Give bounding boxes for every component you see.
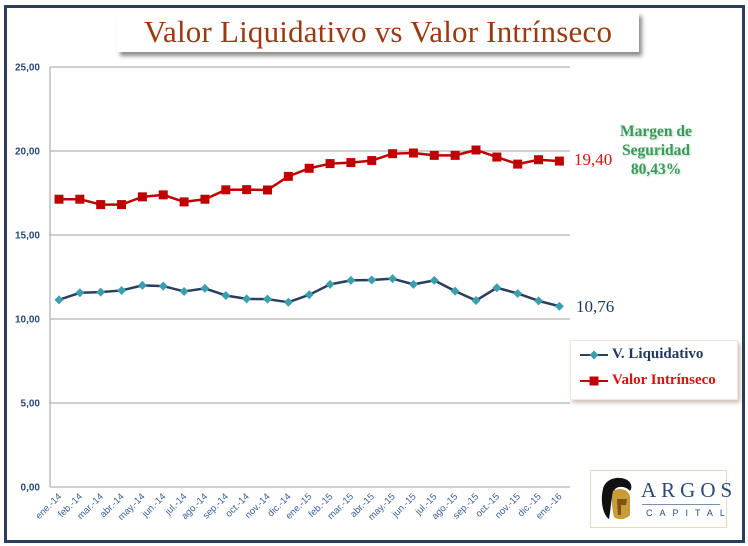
data-point-intrinseco xyxy=(283,171,293,181)
data-point-liquidativo xyxy=(346,275,356,285)
data-point-intrinseco xyxy=(471,145,481,155)
data-point-intrinseco xyxy=(367,156,377,166)
data-point-liquidativo xyxy=(54,295,64,305)
data-point-liquidativo xyxy=(534,296,544,306)
data-point-intrinseco xyxy=(408,148,418,158)
margin-line2: Seguridad xyxy=(621,142,691,159)
legend-label-liquidativo: V. Liquidativo xyxy=(612,346,704,362)
legend-diamond-marker-icon xyxy=(580,350,608,359)
data-point-liquidativo xyxy=(513,288,523,298)
margin-of-safety-annotation: Margen de Seguridad 80,43% xyxy=(598,122,714,179)
legend-label-intrinseco: Valor Intrínseco xyxy=(612,372,716,388)
data-point-liquidativo xyxy=(450,286,460,296)
data-point-liquidativo xyxy=(367,275,377,285)
data-point-liquidativo xyxy=(408,279,418,289)
data-point-liquidativo xyxy=(429,275,439,285)
data-point-liquidativo xyxy=(263,294,272,304)
margin-value: 80,43% xyxy=(630,161,682,178)
data-point-intrinseco xyxy=(179,197,189,207)
gridlines xyxy=(49,66,570,488)
x-tick-label: ene.-14 xyxy=(34,491,65,522)
chart-frame xyxy=(4,5,745,543)
data-point-intrinseco xyxy=(158,190,168,200)
data-point-liquidativo xyxy=(117,285,127,295)
x-axis-ticks: ene.-14feb.-14mar.-14abr.-14may.-14jun.-… xyxy=(34,491,565,523)
y-tick-label: 20,00 xyxy=(15,147,40,158)
data-point-liquidativo xyxy=(325,279,335,289)
data-point-intrinseco xyxy=(554,156,564,166)
end-value-intrinseco: 19,40 xyxy=(574,150,613,169)
data-point-intrinseco xyxy=(96,200,106,210)
argos-capital-logo: ARGOS CAPITAL xyxy=(590,470,732,528)
data-point-intrinseco xyxy=(534,155,544,165)
data-point-intrinseco xyxy=(325,159,335,169)
y-axis-ticks: 0,00 5,00 10,00 15,00 20,00 25,00 xyxy=(15,63,40,494)
data-point-liquidativo xyxy=(221,290,231,300)
data-point-liquidativo xyxy=(158,281,168,291)
data-point-liquidativo xyxy=(304,290,314,300)
data-point-liquidativo xyxy=(283,297,293,307)
data-point-intrinseco xyxy=(492,152,502,162)
data-point-liquidativo xyxy=(200,283,210,293)
legend-item-liquidativo: V. Liquidativo xyxy=(579,346,703,363)
chart-title: Valor Liquidativo vs Valor Intrínseco xyxy=(143,14,613,49)
data-point-intrinseco xyxy=(54,194,64,204)
data-point-intrinseco xyxy=(304,163,314,173)
y-tick-label: 10,00 xyxy=(15,315,40,326)
data-point-intrinseco xyxy=(117,200,127,210)
data-point-intrinseco xyxy=(388,149,398,159)
data-point-intrinseco xyxy=(221,185,231,195)
data-point-liquidativo xyxy=(96,287,106,297)
y-tick-label: 0,00 xyxy=(21,483,41,494)
data-point-liquidativo xyxy=(554,301,564,311)
logo-name: ARGOS xyxy=(641,478,738,502)
data-point-intrinseco xyxy=(75,194,85,204)
data-point-intrinseco xyxy=(242,185,252,195)
data-point-liquidativo xyxy=(137,280,147,290)
y-tick-label: 15,00 xyxy=(15,231,40,242)
data-point-intrinseco xyxy=(450,150,460,160)
legend-square-marker-icon xyxy=(580,376,608,385)
data-point-intrinseco xyxy=(137,192,147,202)
data-point-intrinseco xyxy=(200,194,210,204)
data-point-liquidativo xyxy=(242,294,252,304)
data-point-liquidativo xyxy=(179,286,189,296)
series-group xyxy=(54,145,564,311)
data-point-liquidativo xyxy=(492,283,502,293)
y-tick-label: 5,00 xyxy=(21,399,41,410)
legend-item-intrinseco: Valor Intrínseco xyxy=(579,372,716,389)
series-line-intrinseco xyxy=(59,148,560,206)
end-value-liquidativo: 10,76 xyxy=(576,297,615,316)
data-point-liquidativo xyxy=(471,296,481,306)
data-point-intrinseco xyxy=(346,158,356,168)
y-tick-label: 25,00 xyxy=(15,63,40,74)
margin-line1: Margen de xyxy=(620,123,692,140)
data-point-intrinseco xyxy=(429,150,439,160)
data-point-intrinseco xyxy=(263,185,272,195)
spartan-helmet-icon xyxy=(601,477,632,520)
logo-divider xyxy=(642,504,720,505)
data-point-liquidativo xyxy=(75,288,85,298)
data-point-intrinseco xyxy=(513,159,523,169)
legend: V. Liquidativo Valor Intrínseco xyxy=(570,340,738,400)
title-box: Valor Liquidativo vs Valor Intrínseco xyxy=(117,12,639,52)
logo-subtitle: CAPITAL xyxy=(646,508,732,518)
data-point-liquidativo xyxy=(388,274,398,284)
